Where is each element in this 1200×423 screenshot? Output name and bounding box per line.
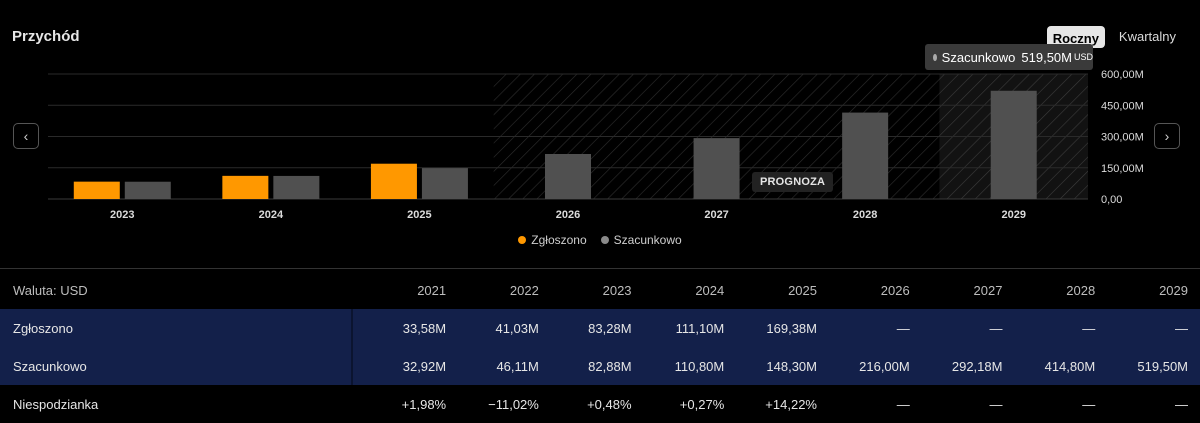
table-cell: 292,18M [909, 347, 1003, 385]
bar-reported [222, 175, 269, 199]
bar-estimated [693, 138, 740, 199]
table-cell: +14,22% [765, 396, 817, 412]
period-tabs: Roczny Kwartalny [1046, 24, 1182, 49]
legend-swatch-estimated [600, 236, 609, 244]
x-tick-label: 2027 [704, 209, 728, 221]
table-header-row: Waluta: USD 2021 2022 2023 2024 2025 202… [0, 271, 1200, 309]
x-tick-label: 2024 [259, 209, 284, 221]
bar-estimated [273, 175, 320, 199]
year-header: 2024 [695, 282, 725, 298]
legend-label-estimated: Szacunkowo [613, 233, 682, 247]
revenue-table: Waluta: USD 2021 2022 2023 2024 2025 202… [0, 271, 1200, 423]
revenue-bar-chart: 0,00 150,00M 300,00M 450,00M 600,00M 2023 2024… [48, 69, 1144, 221]
year-header: 2028 [1066, 282, 1096, 298]
x-tick-label: 2029 [1001, 209, 1025, 221]
table-cell: +1,98% [401, 396, 447, 412]
y-tick-label: 300,00M [1101, 132, 1144, 144]
x-tick-label: 2023 [110, 209, 134, 221]
table-cell: — [896, 396, 910, 412]
legend-swatch-reported [518, 236, 527, 244]
legend-item-estimated[interactable]: Szacunkowo [600, 233, 682, 247]
legend-label-reported: Zgłoszono [531, 233, 587, 247]
y-tick-label: 600,00M [1101, 69, 1144, 81]
bar-estimated [124, 181, 171, 199]
table-cell: 32,92M [352, 347, 447, 385]
tooltip-dot [933, 53, 937, 61]
tab-annual[interactable]: Roczny [1046, 25, 1105, 48]
table-cell: −11,02% [488, 396, 539, 412]
chart-legend: Zgłoszono Szacunkowo [0, 233, 1200, 247]
table-cell: 169,38M [724, 309, 817, 347]
bar-reported [73, 181, 120, 199]
x-tick-label: 2025 [407, 209, 431, 221]
year-header: 2029 [1159, 282, 1188, 298]
y-tick-label: 150,00M [1101, 163, 1144, 175]
section-divider [0, 268, 1200, 269]
table-cell: 110,80M [631, 347, 725, 385]
tab-quarterly[interactable]: Kwartalny [1118, 29, 1176, 44]
bar-estimated [545, 154, 591, 199]
table-cell: +0,48% [587, 396, 632, 412]
year-header: 2022 [509, 282, 539, 298]
table-cell: — [989, 396, 1003, 412]
prev-button[interactable]: ‹ [13, 123, 39, 149]
currency-label: Waluta: USD [13, 282, 88, 298]
year-header: 2025 [788, 282, 817, 298]
year-header: 2021 [417, 282, 447, 298]
year-header: 2027 [973, 282, 1003, 298]
table-row-surprise: Niespodzianka +1,98% −11,02% +0,48% +0,2… [0, 385, 1200, 423]
table-cell: 33,58M [352, 309, 447, 347]
table-row-reported: Zgłoszono 33,58M 41,03M 83,28M 111,10M 1… [0, 309, 1200, 347]
row-label: Szacunkowo [0, 347, 354, 385]
tooltip-series: Szacunkowo [941, 49, 1016, 65]
table-cell: 46,11M [446, 347, 539, 385]
x-tick-label: 2028 [853, 209, 877, 221]
table-cell: 41,03M [446, 309, 539, 347]
x-tick-label: 2026 [556, 209, 580, 221]
next-button[interactable]: › [1154, 123, 1180, 149]
table-cell: — [816, 309, 910, 347]
y-tick-label: 0,00 [1101, 194, 1122, 206]
tooltip-unit: USD [1073, 52, 1093, 62]
table-cell: 519,50M [1095, 347, 1200, 385]
table-cell: 414,80M [1002, 347, 1096, 385]
chevron-left-icon: ‹ [23, 128, 29, 144]
forecast-badge: PROGNOZA [752, 172, 834, 192]
year-header: 2023 [602, 282, 632, 298]
table-cell: 148,30M [724, 347, 817, 385]
y-tick-label: 450,00M [1101, 100, 1144, 112]
bar-estimated [990, 90, 1037, 199]
row-label: Niespodzianka [13, 396, 99, 412]
table-cell: — [1175, 396, 1188, 412]
table-cell: 83,28M [538, 309, 632, 347]
table-cell: 82,88M [538, 347, 632, 385]
table-cell: +0,27% [679, 396, 725, 412]
table-cell: 216,00M [816, 347, 910, 385]
year-header: 2026 [880, 282, 910, 298]
chevron-right-icon: › [1164, 128, 1170, 144]
table-cell: 111,10M [631, 309, 725, 347]
table-cell: — [1002, 309, 1096, 347]
table-cell: — [909, 309, 1003, 347]
bar-estimated [421, 168, 468, 199]
table-cell: — [1082, 396, 1096, 412]
legend-item-reported[interactable]: Zgłoszono [518, 233, 587, 247]
row-label: Zgłoszono [0, 309, 354, 347]
tooltip-value: 519,50M [1021, 49, 1072, 65]
bar-reported [370, 163, 417, 199]
table-cell: — [1095, 309, 1200, 347]
chart-title: Przychód [12, 28, 80, 45]
table-row-estimated: Szacunkowo 32,92M 46,11M 82,88M 110,80M … [0, 347, 1200, 385]
chart-tooltip: Szacunkowo 519,50M USD [925, 44, 1093, 70]
bar-estimated [842, 112, 889, 199]
